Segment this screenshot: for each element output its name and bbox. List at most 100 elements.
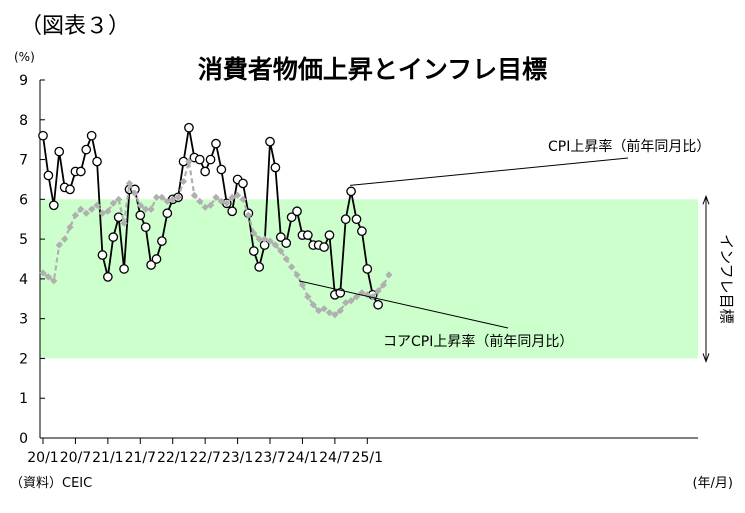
series-point-1 [55, 241, 63, 249]
x-tick-label: 24/7 [319, 450, 350, 466]
series-point-1 [244, 211, 252, 219]
band-arrow-head-bottom [702, 353, 710, 363]
series-point-1 [201, 203, 209, 211]
series-point-0 [86, 130, 97, 141]
series-point-1 [261, 235, 269, 243]
series-point-1 [131, 189, 139, 197]
series-point-0 [270, 162, 281, 173]
series-point-0 [346, 186, 356, 197]
series-point-1 [50, 277, 58, 285]
series-point-0 [319, 242, 329, 252]
y-tick-label: 8 [19, 113, 28, 129]
series-point-0 [265, 136, 275, 147]
series-point-1 [233, 191, 242, 199]
series-point-1 [206, 201, 215, 209]
x-tick-label: 22/7 [189, 450, 220, 466]
series-point-1 [217, 197, 225, 205]
series-point-0 [205, 154, 216, 165]
series-point-1 [44, 273, 53, 281]
series-point-1 [342, 299, 350, 307]
series-point-1 [163, 197, 171, 205]
series-point-0 [140, 222, 151, 233]
series-point-0 [373, 299, 383, 310]
y-tick-label: 3 [19, 312, 28, 328]
series-point-0 [135, 210, 146, 221]
series-point-1 [277, 247, 285, 255]
series-point-1 [288, 263, 296, 271]
series-point-1 [104, 207, 112, 215]
x-tick-label: 21/7 [125, 450, 156, 466]
series-point-1 [71, 211, 80, 219]
series-point-1 [142, 205, 150, 213]
x-axis-unit: (年/月) [692, 476, 733, 491]
series-point-0 [119, 264, 129, 274]
annotation-core-pointer [298, 280, 509, 329]
y-axis-unit: (%) [14, 50, 35, 64]
x-tick-label: 21/1 [92, 450, 123, 466]
series-point-1 [109, 199, 117, 207]
series-point-0 [43, 170, 54, 181]
y-tick-label: 9 [19, 73, 28, 89]
series-point-0 [351, 214, 362, 225]
series-point-1 [190, 191, 198, 199]
series-point-1 [179, 177, 188, 186]
x-tick-label: 25/1 [352, 450, 383, 466]
series-point-0 [162, 208, 173, 219]
series-point-1 [352, 293, 361, 301]
series-point-1 [239, 195, 247, 203]
series-point-0 [254, 262, 265, 272]
x-tick-label: 22/1 [157, 450, 188, 466]
series-point-1 [250, 229, 258, 237]
series-point-1 [147, 205, 155, 213]
y-tick-label: 4 [19, 272, 28, 288]
series-point-1 [320, 305, 328, 313]
y-tick-label: 1 [19, 391, 28, 407]
series-point-1 [93, 201, 101, 209]
series-point-0 [292, 206, 302, 217]
figure-label: （図表３） [20, 14, 131, 39]
y-tick-label: 0 [19, 431, 28, 447]
series-point-0 [54, 146, 65, 157]
series-point-1 [98, 209, 107, 217]
series-point-1 [169, 195, 177, 203]
series-point-1 [358, 289, 366, 297]
band-arrow-head-top [702, 194, 710, 205]
annotation-cpi-pointer [350, 157, 629, 186]
series-point-1 [88, 205, 96, 213]
series-point-1 [309, 301, 317, 309]
series-point-0 [108, 232, 119, 242]
series-point-1 [266, 237, 274, 245]
series-point-1 [185, 157, 193, 166]
series-point-0 [92, 156, 102, 167]
y-tick-label: 2 [19, 351, 28, 367]
series-point-0 [194, 154, 205, 165]
annotation-core: コアCPI上昇率（前年同月比） [383, 333, 573, 350]
series-point-1 [315, 307, 323, 315]
series-point-1 [298, 281, 307, 289]
series-point-1 [174, 193, 182, 201]
series-point-0 [75, 166, 86, 177]
x-tick-label: 20/1 [27, 450, 58, 466]
series-point-1 [125, 179, 134, 188]
series-point-1 [347, 297, 355, 305]
series-point-1 [385, 271, 393, 279]
series-point-1 [120, 219, 128, 227]
series-point-1 [223, 199, 231, 207]
series-point-0 [324, 230, 335, 240]
band-label: インフレ目標 [718, 234, 736, 324]
x-tick-label: 23/1 [222, 450, 253, 466]
series-point-1 [39, 269, 47, 277]
series-point-1 [228, 193, 236, 201]
series-point-1 [115, 195, 123, 203]
series-point-1 [363, 291, 371, 299]
chart-title: 消費者物価上昇とインフレ目標 [197, 55, 548, 84]
series-point-1 [325, 309, 334, 317]
series-point-0 [216, 164, 227, 175]
series-point-1 [379, 281, 388, 289]
series-point-0 [286, 212, 297, 223]
x-tick-label: 20/7 [60, 450, 91, 466]
series-point-0 [38, 130, 48, 141]
series-point-1 [293, 271, 301, 279]
annotation-cpi: CPI上昇率（前年同月比） [548, 138, 710, 155]
